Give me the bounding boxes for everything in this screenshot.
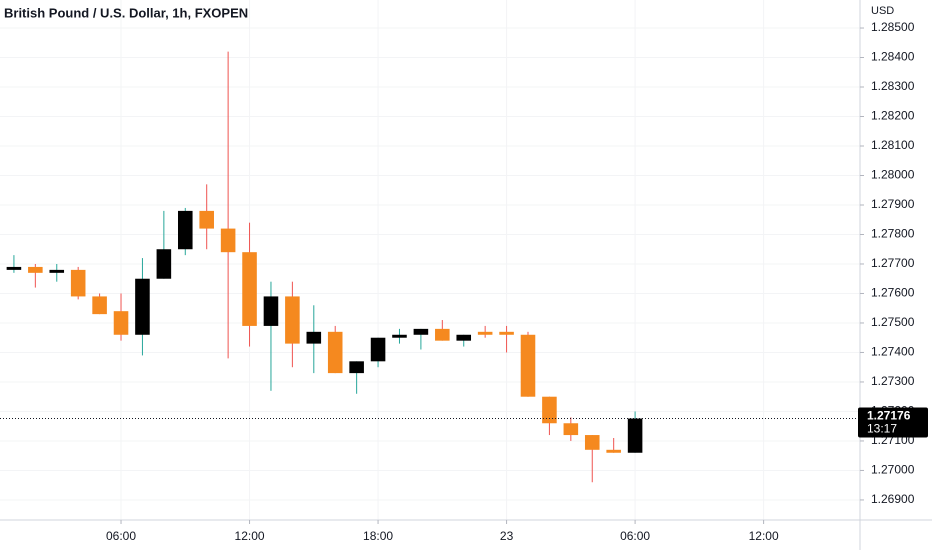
candle-body — [199, 210, 214, 229]
y-tick-label: 1.27300 — [871, 374, 915, 388]
y-tick-label: 1.28100 — [871, 138, 915, 152]
y-tick-label: 1.27000 — [871, 463, 915, 477]
candle-body — [28, 266, 43, 273]
candle-body — [499, 331, 514, 335]
candle-body — [327, 331, 343, 374]
y-tick-label: 1.27700 — [871, 256, 915, 270]
candle-body — [135, 278, 150, 335]
candle-body — [6, 266, 22, 270]
x-tick-label: 23 — [500, 529, 514, 543]
candle-body — [370, 337, 386, 362]
y-tick-label: 1.28400 — [871, 50, 915, 64]
candle-body — [242, 252, 257, 326]
candle-body — [349, 361, 364, 374]
last-price-tag — [858, 407, 928, 438]
y-tick-label: 1.28200 — [871, 109, 915, 123]
candle-body — [177, 210, 193, 250]
chart-title: British Pound / U.S. Dollar, 1h, FXOPEN — [4, 5, 248, 20]
x-tick-label: 06:00 — [106, 529, 136, 543]
y-tick-label: 1.28500 — [871, 20, 915, 34]
candle-body — [49, 269, 65, 273]
y-tick-label: 1.27600 — [871, 286, 915, 300]
y-tick-label: 1.27900 — [871, 197, 915, 211]
currency-label: USD — [871, 5, 894, 17]
candle-body — [113, 311, 129, 335]
candle-body — [456, 334, 472, 341]
candle-body — [542, 396, 557, 424]
candle-body — [413, 328, 429, 335]
candle-body — [435, 328, 450, 341]
countdown-label: 13:17 — [867, 422, 897, 436]
candle-body — [520, 334, 536, 397]
candle-body — [627, 418, 643, 453]
candle-body — [156, 249, 172, 279]
candle-body — [92, 296, 107, 315]
candle-body — [306, 331, 322, 344]
candle-body — [563, 423, 579, 436]
y-tick-label: 1.26900 — [871, 492, 915, 506]
candle-body — [392, 334, 407, 338]
candles — [6, 51, 643, 483]
y-tick-label: 1.28000 — [871, 168, 915, 182]
y-tick-label: 1.27500 — [871, 315, 915, 329]
last-price-label: 1.27176 — [867, 409, 911, 423]
y-tick-label: 1.27400 — [871, 345, 915, 359]
candle-body — [584, 435, 600, 450]
x-tick-label: 06:00 — [620, 529, 650, 543]
candle-body — [606, 449, 621, 453]
candle-body — [220, 228, 236, 253]
candle-body — [477, 331, 493, 335]
y-tick-label: 1.27800 — [871, 227, 915, 241]
candle-body — [70, 269, 86, 297]
x-tick-label: 12:00 — [235, 529, 265, 543]
candle-body — [263, 296, 279, 326]
x-tick-label: 18:00 — [363, 529, 393, 543]
x-tick-label: 12:00 — [749, 529, 779, 543]
candle-body — [285, 296, 300, 344]
y-tick-label: 1.28300 — [871, 79, 915, 93]
